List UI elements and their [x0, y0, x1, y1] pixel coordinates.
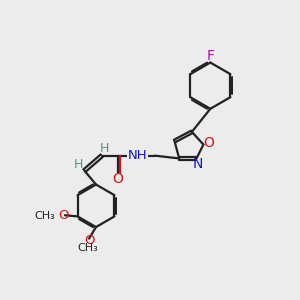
Text: O: O [84, 234, 94, 247]
Text: O: O [58, 209, 69, 222]
Text: N: N [193, 157, 203, 170]
Text: H: H [99, 142, 109, 154]
Text: O: O [112, 172, 123, 185]
Text: H: H [73, 158, 83, 171]
Text: CH₃: CH₃ [34, 211, 55, 221]
Text: NH: NH [128, 149, 147, 162]
Text: F: F [206, 49, 214, 63]
Text: O: O [203, 136, 214, 150]
Text: CH₃: CH₃ [77, 243, 98, 253]
